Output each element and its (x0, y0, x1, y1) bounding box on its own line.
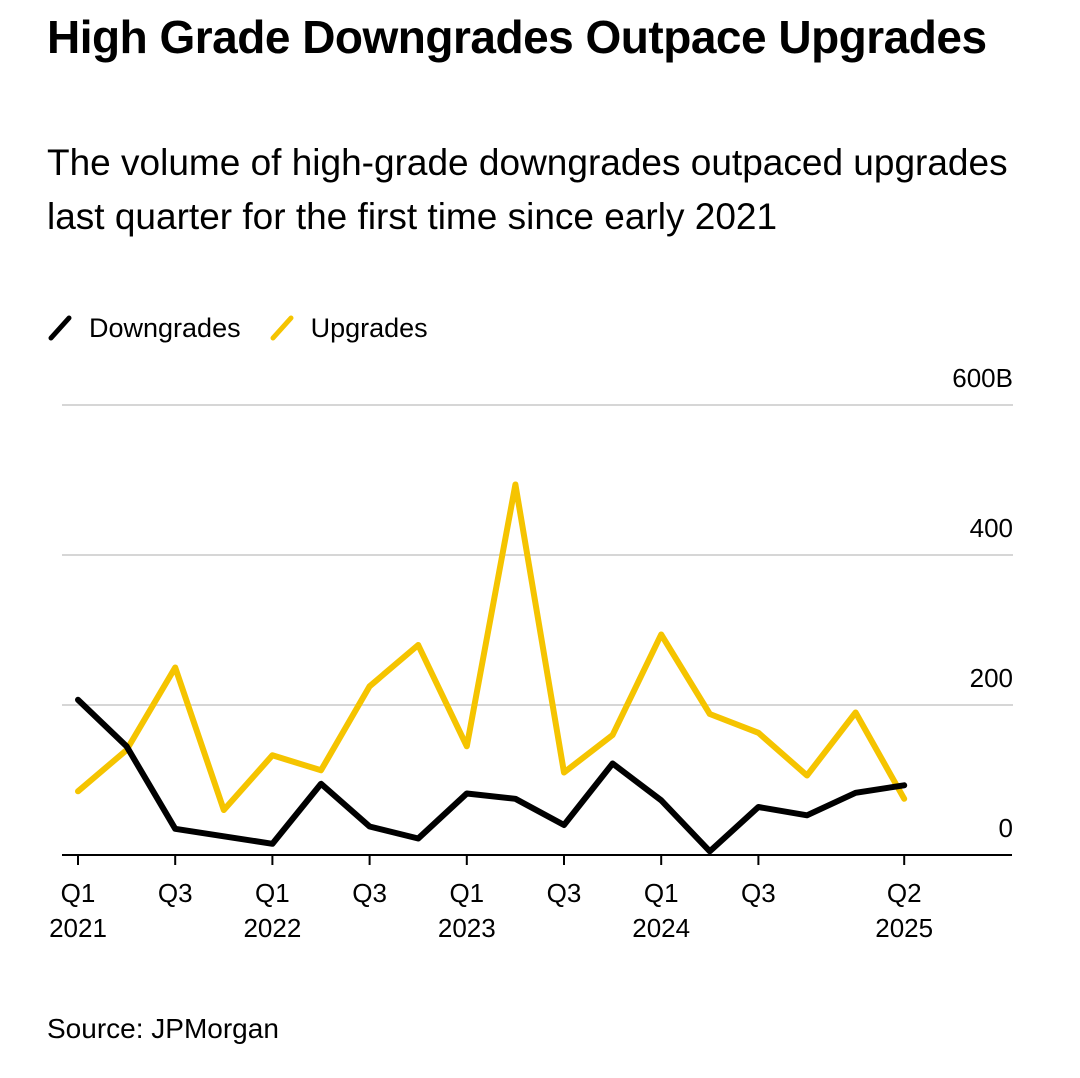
legend-swatch-downgrades (48, 315, 72, 341)
x-tick-label: Q1 (644, 878, 679, 908)
line-chart: 0 200 400 600B Q1 2021 Q3 Q1 2022 Q3 Q1 2023 Q3 Q1 202… (49, 363, 1013, 943)
x-tick-label: Q1 (449, 878, 484, 908)
legend-swatch-upgrades (270, 315, 294, 341)
x-tick-label: Q3 (741, 878, 776, 908)
x-tick-label: Q1 (255, 878, 290, 908)
legend-item-downgrades: Downgrades (47, 313, 241, 344)
chart-title: High Grade Downgrades Outpace Upgrades (47, 11, 987, 63)
legend-label-downgrades: Downgrades (89, 312, 241, 343)
source-note: Source: JPMorgan (47, 1013, 279, 1044)
x-tick-label: Q3 (547, 878, 582, 908)
legend-label-upgrades: Upgrades (310, 312, 428, 343)
x-tick-label: Q2 (887, 878, 922, 908)
x-tick-year: 2023 (438, 913, 496, 943)
x-tick-label: Q3 (352, 878, 387, 908)
series-line-downgrades (75, 696, 908, 855)
x-tick-label: Q3 (158, 878, 193, 908)
y-tick-label: 200 (970, 663, 1013, 693)
chart-subtitle: The volume of high-grade downgrades outp… (47, 142, 1008, 237)
x-tick-year: 2024 (632, 913, 690, 943)
y-tick-label: 0 (999, 813, 1013, 843)
legend-item-upgrades: Upgrades (269, 313, 428, 344)
y-tick-label: 600B (952, 363, 1013, 393)
x-tick-year: 2025 (875, 913, 933, 943)
x-tick-year: 2021 (49, 913, 107, 943)
legend: Downgrades Upgrades (47, 308, 456, 348)
x-tick-label: Q1 (61, 878, 96, 908)
x-tick-year: 2022 (243, 913, 301, 943)
series-line-upgrades (75, 481, 908, 813)
y-tick-label: 400 (970, 513, 1013, 543)
